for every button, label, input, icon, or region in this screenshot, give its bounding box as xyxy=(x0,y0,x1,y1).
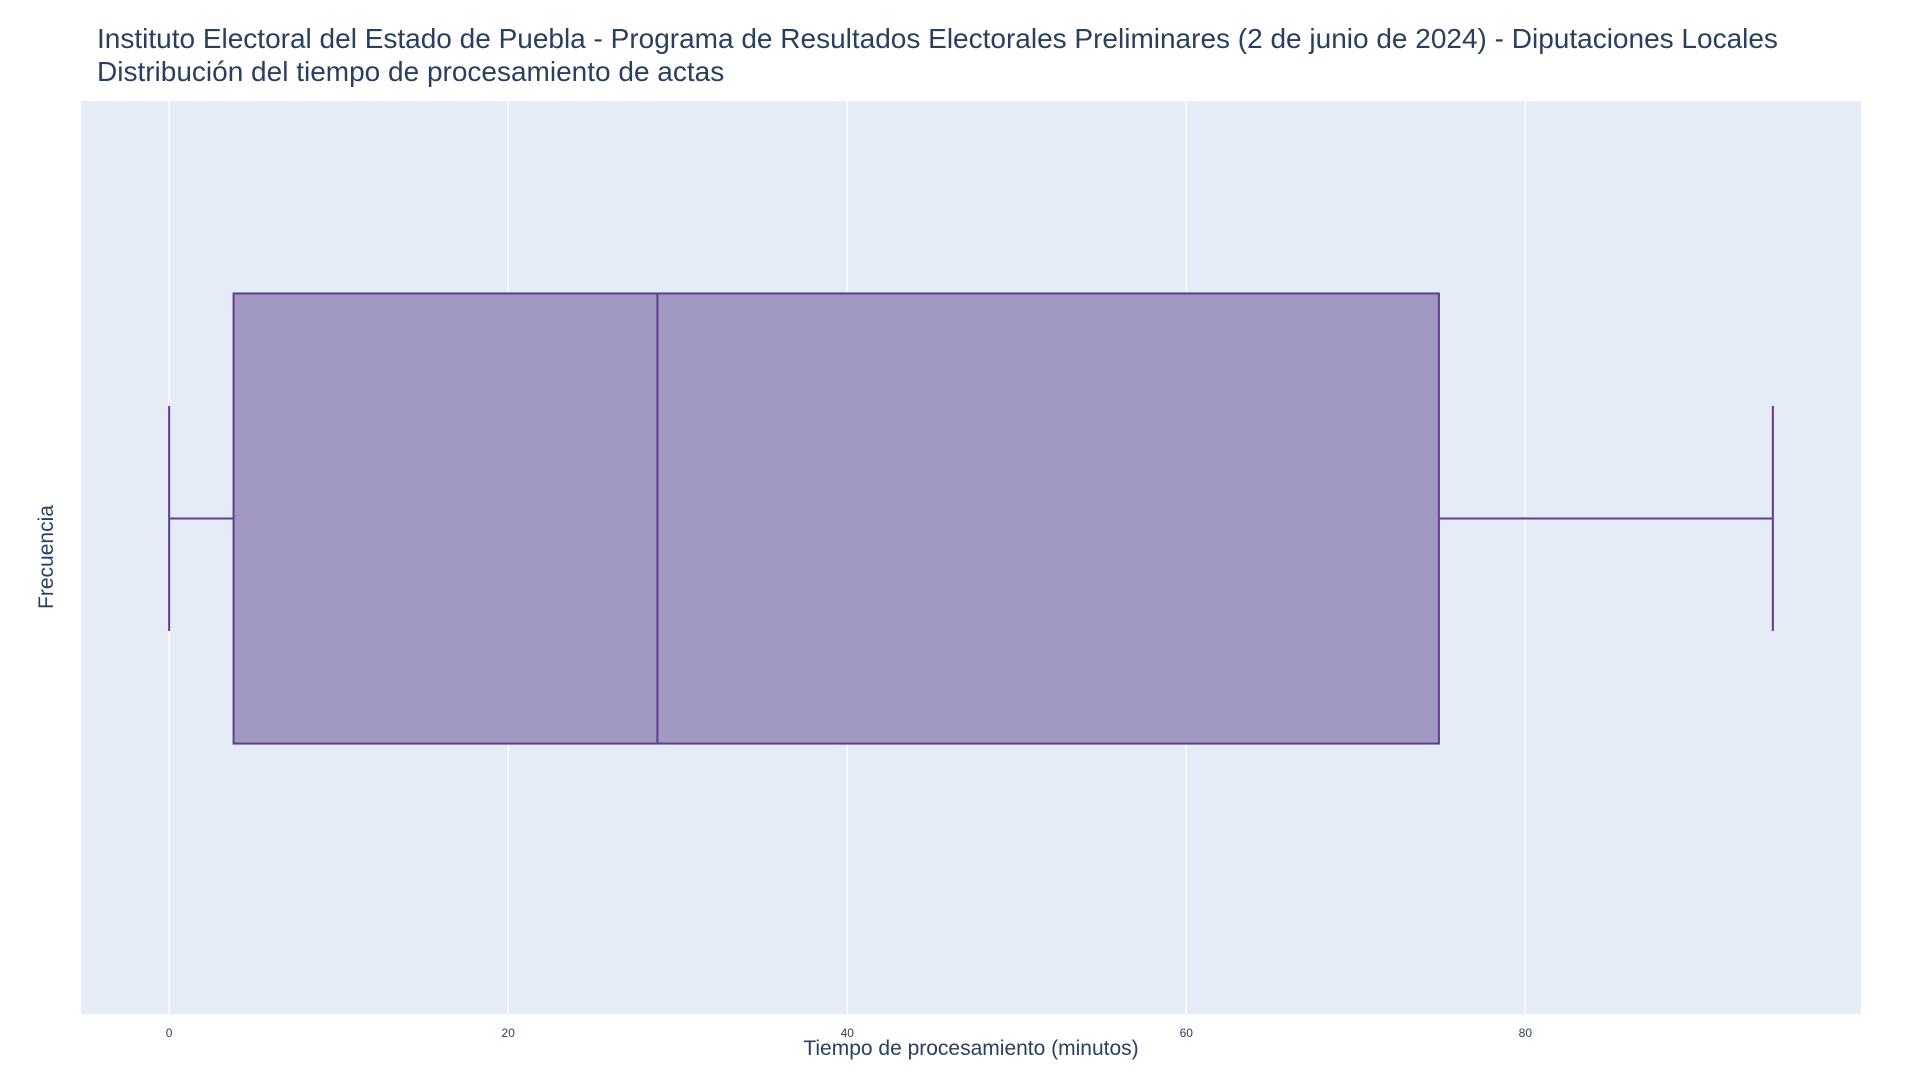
chart-title-line-1: Instituto Electoral del Estado de Puebla… xyxy=(97,23,1778,54)
y-axis-label: Frecuencia xyxy=(35,505,58,609)
x-tick-label-40: 40 xyxy=(841,1026,855,1040)
box-plot xyxy=(168,292,1774,745)
x-tick-label-80: 80 xyxy=(1519,1026,1533,1040)
chart-title: Instituto Electoral del Estado de Puebla… xyxy=(97,22,1897,88)
x-axis-label: Tiempo de procesamiento (minutos) xyxy=(803,1037,1139,1060)
x-tick-labels: 0 20 40 60 80 xyxy=(166,1026,1533,1040)
x-tick-label-60: 60 xyxy=(1180,1026,1194,1040)
x-tick-label-20: 20 xyxy=(502,1026,516,1040)
x-tick-label-0: 0 xyxy=(166,1026,173,1040)
interquartile-box xyxy=(232,292,1440,745)
chart-subtitle: Distribución del tiempo de procesamiento… xyxy=(97,56,725,87)
